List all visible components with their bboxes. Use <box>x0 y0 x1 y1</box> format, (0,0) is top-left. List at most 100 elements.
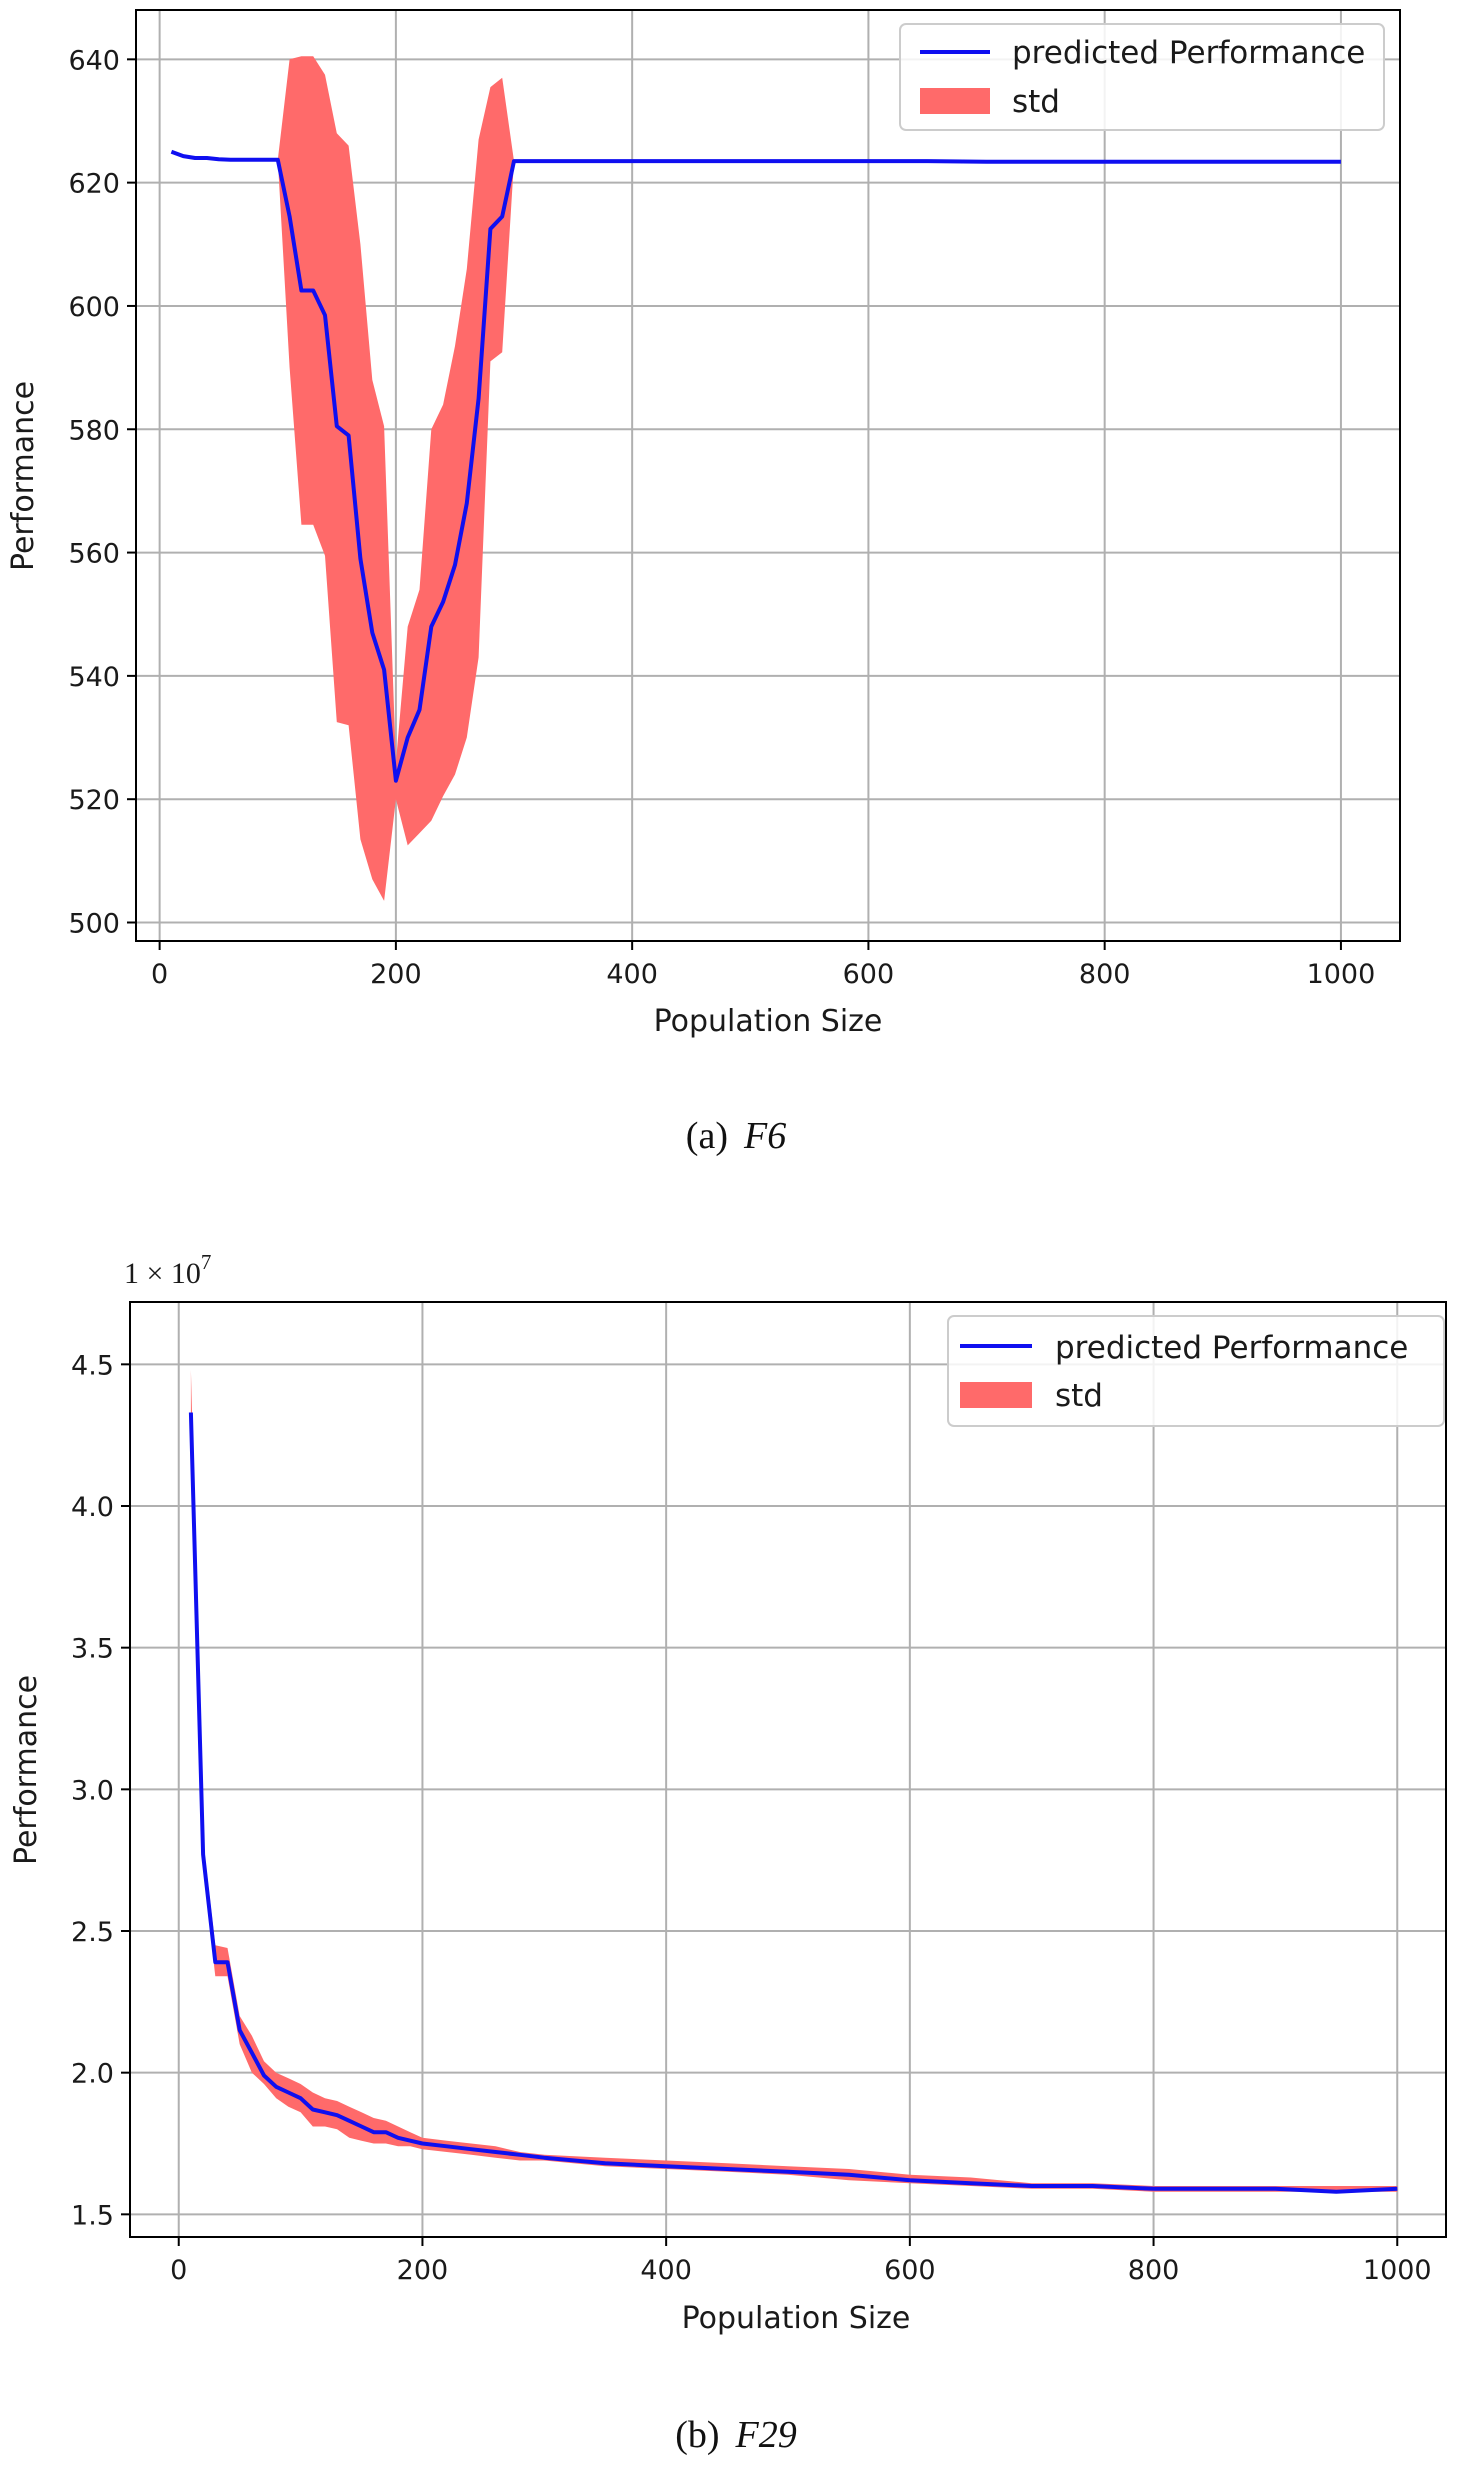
data-point <box>429 625 433 629</box>
data-point <box>396 2136 400 2140</box>
y-tick-label: 540 <box>68 662 120 693</box>
data-point <box>264 158 268 162</box>
y-tick-label: 500 <box>68 909 120 940</box>
chart-a-legend-entry-std: std <box>1012 84 1060 120</box>
data-point <box>394 779 398 783</box>
chart-b-caption-label: (b) <box>675 2414 719 2456</box>
chart-b-legend-band-swatch <box>960 1382 1032 1408</box>
data-point <box>488 227 492 231</box>
y-tick-label: 4.5 <box>71 1350 114 1381</box>
chart-a-legend: predicted Performance std <box>899 23 1385 131</box>
data-point <box>1339 160 1343 164</box>
data-point <box>288 215 292 219</box>
y-tick-label: 580 <box>68 415 120 446</box>
data-point <box>1162 160 1166 164</box>
data-point <box>240 158 244 162</box>
chart-b-offset-exponent: 7 <box>201 1250 212 1274</box>
x-tick-label: 200 <box>397 2255 449 2286</box>
chart-b: 0 200 400 600 800 1000 1.5 2.0 2.5 3.0 3.5 4.0 4.5 1… <box>9 1250 1447 2456</box>
data-point <box>238 2028 242 2032</box>
data-point <box>866 159 870 163</box>
chart-b-frame <box>129 1301 1447 2238</box>
data-point <box>1044 160 1048 164</box>
data-point <box>1103 160 1107 164</box>
data-point <box>807 159 811 163</box>
data-point <box>1334 2190 1338 2194</box>
data-point <box>1091 2184 1095 2188</box>
data-point <box>1152 2187 1156 2191</box>
chart-b-points <box>189 1411 1399 2194</box>
data-point <box>630 159 634 163</box>
chart-a-caption-label: (a) <box>686 1115 728 1157</box>
chart-b-ticks: 0 200 400 600 800 1000 1.5 2.0 2.5 3.0 3.5 4.0 4.5 <box>71 1350 1432 2286</box>
data-point <box>1280 160 1284 164</box>
data-point <box>689 159 693 163</box>
chart-b-legend-entry-predicted: predicted Performance <box>1055 1330 1408 1366</box>
data-point <box>969 2181 973 2185</box>
chart-a-ticks: 0 200 400 600 800 1000 500 520 540 560 580 600 620 64… <box>68 45 1375 990</box>
y-tick-label: 3.0 <box>71 1775 114 1806</box>
data-point <box>217 157 221 161</box>
data-point <box>370 631 374 635</box>
chart-b-legend-entry-std: std <box>1055 1378 1103 1414</box>
data-point <box>985 160 989 164</box>
chart-b-predicted-line <box>188 1412 1398 2194</box>
y-tick-label: 1.5 <box>71 2200 114 2231</box>
data-point <box>441 600 445 604</box>
data-point <box>169 150 173 154</box>
chart-a-predicted-line <box>170 149 1341 783</box>
y-tick-label: 560 <box>68 539 120 570</box>
data-point <box>494 2150 498 2154</box>
data-point <box>748 159 752 163</box>
data-point <box>847 2173 851 2177</box>
data-point <box>418 708 422 712</box>
data-point <box>408 2139 412 2143</box>
data-point <box>725 2167 729 2171</box>
data-point <box>664 2164 668 2168</box>
y-tick-label: 4.0 <box>71 1492 114 1523</box>
data-point <box>201 1853 205 1857</box>
chart-a-legend-entry-predicted: predicted Performance <box>1012 35 1365 71</box>
chart-a: 0 200 400 600 800 1000 500 520 540 560 580 600 620 64… <box>6 9 1401 1157</box>
data-point <box>360 2125 364 2129</box>
data-point <box>205 156 209 160</box>
x-tick-label: 800 <box>1079 959 1131 990</box>
data-point <box>225 1960 229 1964</box>
x-tick-label: 800 <box>1128 2255 1180 2286</box>
chart-b-offset-text: 1 × 107 <box>124 1250 211 1290</box>
data-point <box>453 563 457 567</box>
data-point <box>571 159 575 163</box>
data-point <box>500 215 504 219</box>
chart-b-xlabel: Population Size <box>682 2301 911 2336</box>
y-tick-label: 2.0 <box>71 2059 114 2090</box>
data-point <box>252 158 256 162</box>
data-point <box>512 159 516 163</box>
x-tick-label: 1000 <box>1307 959 1376 990</box>
data-point <box>1212 2187 1216 2191</box>
data-point <box>335 424 339 428</box>
data-point <box>1221 160 1225 164</box>
data-point <box>445 2144 449 2148</box>
data-point <box>347 433 351 437</box>
chart-b-ylabel: Performance <box>9 1675 44 1865</box>
x-tick-label: 600 <box>884 2255 936 2286</box>
chart-b-caption: (b) F29 <box>675 2414 797 2456</box>
data-point <box>323 313 327 317</box>
y-tick-label: 600 <box>68 292 120 323</box>
chart-b-grid <box>130 1302 1446 2237</box>
data-point <box>420 2142 424 2146</box>
data-point <box>299 289 303 293</box>
chart-b-legend-box <box>947 1315 1445 1427</box>
data-point <box>542 2156 546 2160</box>
chart-a-ylabel: Performance <box>6 381 41 571</box>
data-point <box>1030 2184 1034 2188</box>
x-tick-label: 1000 <box>1363 2255 1432 2286</box>
y-tick-label: 520 <box>68 785 120 816</box>
data-point <box>372 2130 376 2134</box>
data-point <box>384 2130 388 2134</box>
chart-a-legend-box <box>899 23 1385 131</box>
data-point <box>469 2147 473 2151</box>
data-point <box>335 2113 339 2117</box>
data-point <box>1395 2187 1399 2191</box>
data-point <box>603 2161 607 2165</box>
